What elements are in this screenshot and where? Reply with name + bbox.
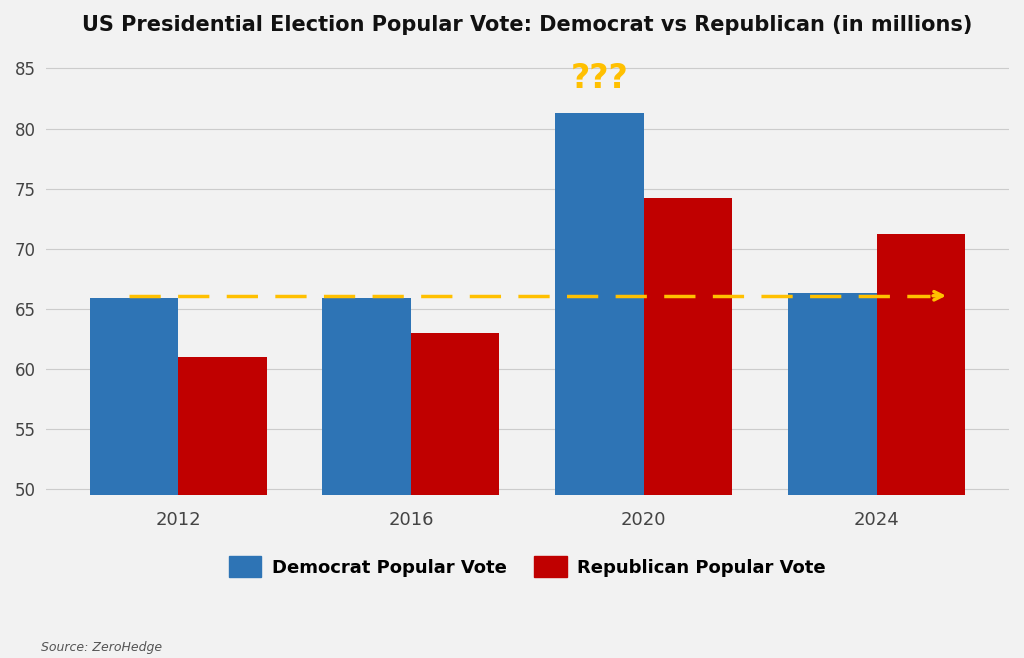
Title: US Presidential Election Popular Vote: Democrat vs Republican (in millions): US Presidential Election Popular Vote: D…: [82, 15, 973, 35]
Bar: [411, 333, 500, 658]
Bar: [89, 298, 178, 658]
Text: ???: ???: [570, 62, 629, 95]
Bar: [178, 357, 266, 658]
Bar: [788, 293, 877, 658]
Bar: [644, 198, 732, 658]
Bar: [877, 234, 966, 658]
Bar: [555, 113, 644, 658]
Bar: [323, 298, 411, 658]
Text: Source: ZeroHedge: Source: ZeroHedge: [41, 642, 162, 655]
Legend: Democrat Popular Vote, Republican Popular Vote: Democrat Popular Vote, Republican Popula…: [221, 549, 834, 584]
